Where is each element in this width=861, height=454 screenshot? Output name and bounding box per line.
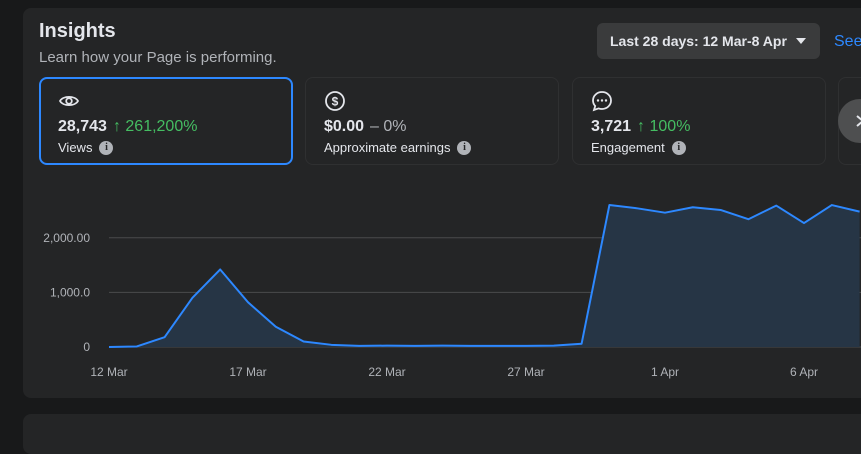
x-tick-label: 22 Mar [368, 365, 405, 379]
metric-change: ↑ 261,200% [112, 118, 198, 135]
date-range-dropdown[interactable]: Last 28 days: 12 Mar-8 Apr [597, 23, 820, 59]
scroll-right-button[interactable] [838, 99, 861, 143]
data-point[interactable] [524, 344, 528, 348]
data-point[interactable] [329, 343, 333, 347]
svg-text:$: $ [332, 95, 339, 109]
metric-change: ↑ 100% [637, 118, 691, 135]
data-point[interactable] [135, 344, 139, 348]
data-point[interactable] [357, 344, 361, 348]
data-point[interactable] [413, 344, 417, 348]
info-icon[interactable]: i [671, 140, 686, 155]
info-icon[interactable]: i [99, 140, 114, 155]
metric-value-line: 3,721 ↑ 100% [591, 118, 690, 136]
metric-change-value: 261,200% [125, 118, 198, 135]
metric-change: – 0% [370, 118, 407, 135]
series-area [109, 205, 860, 347]
metric-label-text: Approximate earnings [324, 140, 451, 155]
next-section-card [23, 414, 861, 454]
data-point[interactable] [218, 267, 222, 271]
data-point[interactable] [441, 344, 445, 348]
data-point[interactable] [691, 205, 695, 209]
data-point[interactable] [163, 335, 167, 339]
data-point[interactable] [607, 203, 611, 207]
data-point[interactable] [635, 206, 639, 210]
data-point[interactable] [246, 300, 250, 304]
data-point[interactable] [190, 296, 194, 300]
date-range-label: Last 28 days: 12 Mar-8 Apr [610, 33, 787, 49]
metric-value-line: $0.00 – 0% [324, 118, 407, 136]
metric-card-earnings[interactable]: $ $0.00 – 0% Approximate earnings i [305, 77, 559, 165]
data-point[interactable] [496, 344, 500, 348]
x-tick-label: 12 Mar [90, 365, 127, 379]
y-tick-label: 1,000.0 [50, 285, 90, 299]
metric-value-line: 28,743 ↑ 261,200% [58, 118, 197, 136]
see-all-link[interactable]: See [834, 33, 861, 50]
page-subtitle: Learn how your Page is performing. [39, 49, 277, 66]
info-icon[interactable]: i [457, 140, 472, 155]
chat-icon [592, 91, 612, 112]
metric-label: Approximate earnings i [324, 140, 472, 155]
data-point[interactable] [746, 217, 750, 221]
insights-card: Insights Learn how your Page is performi… [23, 8, 861, 398]
data-point[interactable] [107, 345, 111, 349]
data-point[interactable] [774, 204, 778, 208]
dollar-icon: $ [325, 91, 345, 111]
x-tick-label: 27 Mar [507, 365, 544, 379]
metric-label-text: Engagement [591, 140, 665, 155]
data-point[interactable] [552, 344, 556, 348]
metric-label-text: Views [58, 140, 93, 155]
data-point[interactable] [663, 211, 667, 215]
data-point[interactable] [274, 325, 278, 329]
data-point[interactable] [302, 340, 306, 344]
metric-card-engagement[interactable]: 3,721 ↑ 100% Engagement i [572, 77, 826, 165]
x-tick-label: 17 Mar [229, 365, 266, 379]
caret-down-icon [795, 38, 806, 44]
data-point[interactable] [719, 208, 723, 212]
data-point[interactable] [468, 344, 472, 348]
metric-value: 28,743 [58, 118, 107, 135]
x-tick-label: 1 Apr [651, 365, 679, 379]
metric-label: Views i [58, 140, 114, 155]
metric-value: $0.00 [324, 118, 365, 135]
data-point[interactable] [385, 344, 389, 348]
data-point[interactable] [830, 203, 834, 207]
x-tick-label: 6 Apr [790, 365, 818, 379]
eye-icon [58, 95, 80, 107]
chevron-right-icon [856, 115, 861, 127]
views-chart: 0 1,000.0 2,000.00 12 Mar 17 Mar 22 Mar 27 Mar… [43, 203, 861, 379]
page-title: Insights [39, 20, 116, 42]
metric-value: 3,721 [591, 118, 632, 135]
data-point[interactable] [802, 221, 806, 225]
y-tick-label: 2,000.00 [43, 231, 90, 245]
y-tick-label: 0 [83, 340, 90, 354]
series-line[interactable] [108, 204, 860, 348]
metric-label: Engagement i [591, 140, 686, 155]
data-point[interactable] [580, 342, 584, 346]
metric-card-views[interactable]: 28,743 ↑ 261,200% Views i [39, 77, 293, 165]
metric-change-value: 100% [649, 118, 691, 135]
